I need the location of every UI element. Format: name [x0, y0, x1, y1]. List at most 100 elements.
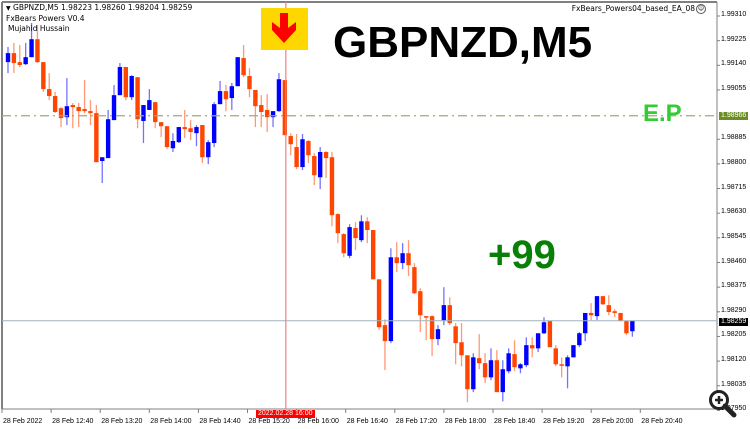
candle	[565, 355, 570, 389]
current-price-tag: 1.98259	[719, 317, 749, 326]
candle-body	[477, 358, 482, 364]
time-tick-label: 28 Feb 18:40	[494, 418, 536, 425]
candle-body	[11, 53, 17, 63]
entry-point-label: E.P	[643, 100, 682, 127]
time-tick-label: 28 Feb 20:40	[641, 418, 683, 425]
candle-body	[312, 156, 317, 176]
candle-body	[206, 142, 211, 158]
candle-body	[17, 62, 22, 66]
candle-body	[365, 221, 370, 231]
time-tick-label: 28 Feb 14:40	[199, 418, 241, 425]
price-tick-label: 1.98630	[721, 208, 747, 216]
candle-body	[164, 126, 170, 148]
candle	[82, 80, 87, 114]
price-tick-label: 1.98035	[721, 380, 747, 388]
candle-body	[47, 89, 52, 97]
candle-body	[35, 39, 40, 63]
candle-body	[600, 296, 606, 305]
candle-body	[588, 312, 594, 316]
candle-body	[147, 100, 152, 110]
candle-body	[111, 95, 117, 121]
price-tick-label: 1.98460	[721, 257, 747, 265]
candle-body	[41, 62, 46, 90]
candle	[276, 73, 282, 112]
candle	[518, 363, 523, 374]
candle-body	[506, 353, 511, 372]
time-tick-label: 28 Feb 17:20	[395, 418, 438, 425]
candle-body	[153, 102, 158, 123]
candle-body	[553, 348, 558, 365]
candle	[606, 295, 611, 316]
candle-body	[535, 333, 541, 349]
candle	[400, 243, 405, 270]
candle	[453, 323, 458, 365]
candle	[423, 316, 429, 341]
candle	[459, 323, 464, 367]
candle-body	[612, 311, 617, 313]
candle-body	[105, 119, 111, 159]
time-tick-label: 28 Feb 19:20	[543, 418, 585, 425]
candle	[29, 22, 34, 58]
candle	[524, 337, 529, 368]
candle-body	[5, 53, 11, 63]
symbol-title-overlay: GBPNZD,M5	[333, 18, 593, 67]
candle	[123, 67, 128, 101]
candle-body	[241, 58, 246, 76]
ea-name-text: FxBears_Powers04_based_EA_08	[571, 4, 695, 13]
candle	[253, 89, 258, 128]
zoom-in-icon[interactable]	[707, 388, 739, 418]
candle-body	[571, 345, 576, 358]
candle-body	[577, 333, 582, 346]
candle	[535, 333, 541, 353]
candle	[494, 350, 500, 393]
candle-body	[76, 107, 81, 112]
candle	[17, 45, 22, 68]
candle	[571, 345, 576, 358]
candle-body	[323, 152, 329, 159]
candle	[88, 100, 93, 126]
candle-body	[394, 257, 399, 264]
candle-body	[288, 136, 293, 145]
candle	[247, 68, 252, 98]
expert-advisor-label[interactable]: FxBears_Powers04_based_EA_08 ☺	[572, 4, 706, 14]
candle-body	[524, 345, 529, 366]
candle-body	[317, 152, 323, 178]
time-tick-marks	[1, 409, 641, 413]
candle-body	[23, 57, 28, 65]
candle	[41, 62, 46, 92]
candle	[341, 233, 346, 258]
candle	[477, 334, 482, 370]
candle-body	[465, 355, 470, 390]
candle-body	[500, 369, 505, 393]
candle	[482, 353, 488, 384]
smiley-icon: ☺	[696, 4, 706, 14]
candle-body	[117, 67, 123, 96]
candle	[235, 57, 240, 87]
price-tick-label: 1.98375	[721, 282, 747, 290]
candle	[129, 75, 134, 101]
candle-body	[630, 320, 635, 332]
candle	[553, 345, 558, 367]
candle	[241, 45, 246, 78]
candle-body	[141, 105, 146, 121]
candle-body	[353, 227, 358, 239]
candle	[624, 321, 629, 336]
candle-body	[488, 360, 494, 378]
price-tick-label: 1.98885	[721, 134, 747, 142]
candle	[111, 85, 117, 121]
candle-body	[100, 157, 105, 161]
time-tick-label: 28 Feb 12:40	[52, 418, 94, 425]
indicator-name: FxBears Powers V0.4	[6, 14, 85, 23]
candle-body	[247, 76, 252, 90]
candle	[164, 126, 170, 150]
price-tick-label: 1.98715	[721, 183, 747, 191]
collapse-triangle-icon[interactable]: ▼	[6, 5, 11, 12]
candle-body	[347, 227, 352, 256]
candle	[5, 47, 11, 74]
candle-body	[282, 80, 288, 136]
candle-body	[129, 76, 134, 98]
candle	[35, 24, 40, 63]
candle-body	[94, 113, 99, 163]
candle	[206, 140, 211, 165]
